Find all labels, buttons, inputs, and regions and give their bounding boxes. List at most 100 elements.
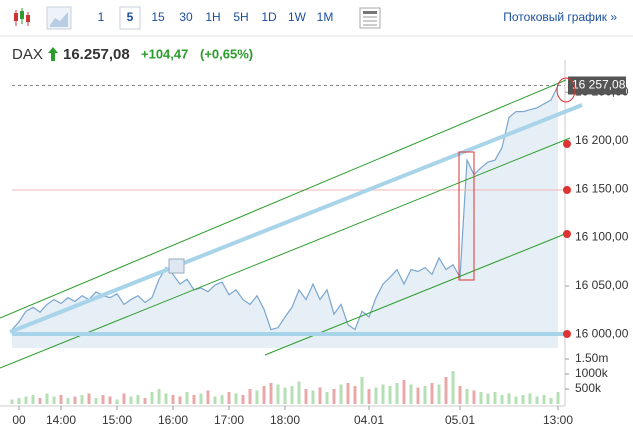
x-tick-label: 14:00 — [46, 413, 76, 427]
volume-bar — [59, 395, 63, 404]
volume-bar — [206, 390, 210, 404]
volume-bar — [66, 398, 70, 404]
volume-bar — [339, 384, 343, 404]
volume-bar — [10, 399, 14, 404]
volume-bar — [465, 389, 469, 404]
volume-bar — [423, 386, 427, 404]
area-icon[interactable] — [46, 6, 72, 30]
volume-bar — [178, 396, 182, 404]
x-tick-label: 17:00 — [214, 413, 244, 427]
interval-button[interactable]: 1D — [261, 10, 277, 24]
volume-bar — [129, 396, 133, 404]
volume-bar — [73, 396, 77, 404]
y-tick-label: 1000k — [575, 366, 609, 380]
volume-bar — [199, 393, 203, 404]
up-arrow — [48, 47, 58, 61]
price-area — [12, 85, 558, 348]
volume-bar — [24, 396, 28, 404]
volume-bar — [227, 392, 231, 404]
volume-bar — [332, 389, 336, 404]
x-tick-label: 15:00 — [102, 413, 132, 427]
volume-bar — [115, 399, 119, 404]
volume-bar — [52, 396, 56, 404]
y-tick-label: 16 150,00 — [575, 181, 629, 195]
y-tick-label: 16 100,00 — [575, 230, 629, 244]
volume-bar — [185, 392, 189, 404]
volume-bar — [87, 393, 91, 404]
volume-bar — [255, 390, 259, 404]
volume-bar — [80, 395, 84, 404]
interval-button[interactable]: 1M — [317, 10, 334, 24]
volume-bar — [290, 386, 294, 404]
volume-bar — [157, 389, 161, 404]
volume-bar — [528, 393, 532, 404]
volume-bar — [17, 398, 21, 404]
y-tick-label: 500k — [575, 381, 602, 395]
volume-bar — [269, 383, 273, 404]
volume-bar — [283, 387, 287, 404]
volume-bar — [311, 390, 315, 404]
volume-bar — [402, 380, 406, 404]
volume-bar — [409, 384, 413, 404]
volume-bar — [500, 395, 504, 404]
volume-bar — [514, 396, 518, 404]
volume-bar — [430, 383, 434, 404]
volume-bar — [108, 396, 112, 404]
interval-button[interactable]: 5 — [127, 10, 134, 24]
volume-bar — [388, 386, 392, 404]
x-tick-label: 00 — [12, 413, 26, 427]
volume-bar — [122, 393, 126, 404]
interval-button[interactable]: 15 — [151, 10, 165, 24]
volume-bar — [416, 387, 420, 404]
volume-bar — [241, 395, 245, 404]
header: DAX 16.257,08 +104,47 (+0,65%) — [12, 46, 253, 63]
change-percent: (+0,65%) — [200, 46, 253, 61]
interval-button[interactable]: 1W — [288, 10, 307, 24]
highlight-box — [458, 151, 475, 281]
trend-line — [9, 103, 583, 334]
x-tick-label: 18:00 — [270, 413, 300, 427]
alert-markers — [563, 140, 571, 338]
volume-bar — [542, 395, 546, 404]
volume-bar — [234, 393, 238, 404]
volume-bar — [38, 398, 42, 404]
settings-icon[interactable] — [359, 7, 381, 29]
interval-button[interactable]: 1H — [205, 10, 220, 24]
volume-bar — [143, 398, 147, 404]
candle-icon[interactable] — [14, 8, 30, 26]
last-price-label: 16 257,08 — [572, 78, 626, 92]
volume-bar — [346, 383, 350, 404]
annotations — [0, 77, 583, 369]
volume-bar — [507, 393, 511, 404]
volume-bar — [304, 389, 308, 404]
channel-upper — [0, 79, 567, 319]
x-tick-label: 04.01 — [354, 413, 384, 427]
volume-bar — [535, 396, 539, 404]
y-tick-label: 16 200,00 — [575, 133, 629, 147]
volume-bar — [318, 387, 322, 404]
y-tick-label: 1.50m — [575, 351, 608, 365]
active-interval-box — [119, 6, 141, 30]
interval-button[interactable]: 5H — [233, 10, 248, 24]
volume-bar — [458, 386, 462, 404]
volume-bar — [444, 377, 448, 404]
volume-bar — [381, 384, 385, 404]
volume-bar — [101, 395, 105, 404]
news-marker[interactable] — [168, 258, 185, 274]
last-price-box — [568, 76, 626, 95]
price-circle — [556, 77, 576, 103]
volume-bar — [549, 398, 553, 404]
volume-bar — [213, 396, 217, 404]
x-tick-label: 13:00 — [543, 413, 573, 427]
interval-button[interactable]: 1 — [98, 10, 105, 24]
interval-button[interactable]: 30 — [179, 10, 193, 24]
volume-bar — [171, 395, 175, 404]
y-tick-label: 16 000,00 — [575, 327, 629, 341]
volume-bar — [192, 395, 196, 404]
symbol: DAX — [12, 46, 43, 63]
volume-bar — [486, 393, 490, 404]
streaming-link[interactable]: Потоковый график » — [503, 10, 617, 24]
volume-bar — [150, 392, 154, 404]
